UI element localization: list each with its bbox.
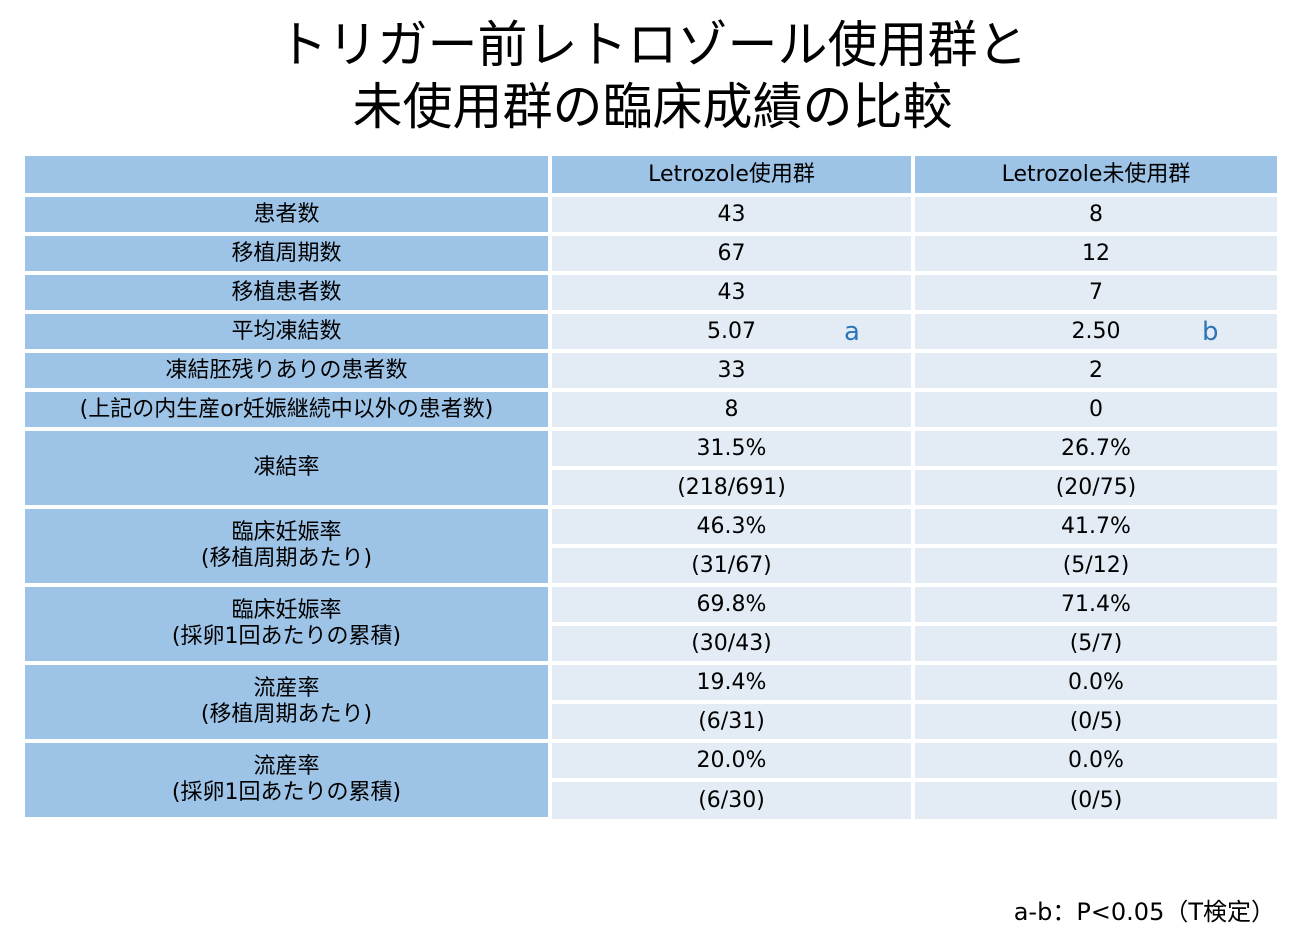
rate-group-a: 69.8% [550,585,915,626]
table-row: (30/43) (5/7) [25,624,1277,665]
row-label: 臨床妊娠率 (移植周期あたり) [25,507,552,587]
table-row: (6/31) (0/5) [25,702,1277,743]
value-group-a: 43 [550,195,915,236]
value-group-b-cell: 2.50 b [913,312,1277,353]
table-header-row: Letrozole使用群 Letrozole未使用群 [25,156,1277,197]
table-row: 流産率 (移植周期あたり) 19.4% 0.0% [25,663,1277,743]
fraction-group-a: (6/30) [550,780,915,819]
value-group-a: 5.07 [707,318,756,344]
slide-title-line2: 未使用群の臨床成績の比較 [352,78,953,136]
rate-group-a: 31.5% [550,429,915,470]
row-label: 移植周期数 [25,234,552,275]
value-group-b: 2.50 [1071,318,1121,344]
table-row: 凍結率 31.5% 26.7% [25,429,1277,509]
row-label-line1: 臨床妊娠率 [231,520,342,545]
results-table: Letrozole使用群 Letrozole未使用群 患者数 43 8 移植周期… [25,156,1277,821]
value-group-a: 67 [550,234,915,275]
row-label: 平均凍結数 [25,312,552,353]
fraction-group-b: (20/75) [913,468,1277,509]
fraction-group-a: (6/31) [550,702,915,743]
rate-group-a: 20.0% [550,741,915,782]
rate-group-b: 26.7% [913,429,1277,470]
rate-group-b: 0.0% [913,741,1277,782]
row-label-line1: 流産率 [253,676,320,701]
row-label-line2: (採卵1回あたりの累積) [171,780,402,805]
table-row: 流産率 (採卵1回あたりの累積) 20.0% 0.0% [25,741,1277,821]
table-row: (218/691) (20/75) [25,468,1277,509]
header-group-b: Letrozole未使用群 [913,156,1277,197]
fraction-group-a: (218/691) [550,468,915,509]
table-row: (6/30) (0/5) [25,780,1277,819]
value-group-a-cell: 5.07 a [550,312,915,353]
row-label-line1: 流産率 [253,754,320,779]
table-row: 移植周期数 67 12 [25,234,1277,275]
row-label: (上記の内生産or妊娠継続中以外の患者数) [25,390,552,431]
value-group-b: 7 [913,273,1277,314]
row-label: 流産率 (移植周期あたり) [25,663,552,743]
fraction-group-a: (30/43) [550,624,915,665]
table-row: 移植患者数 43 7 [25,273,1277,314]
table-row: 臨床妊娠率 (採卵1回あたりの累積) 69.8% 71.4% [25,585,1277,665]
slide-title-line1: トリガー前レトロゾール使用群と [277,16,1028,74]
value-group-b: 0 [913,390,1277,431]
header-label-cell [25,156,552,197]
fraction-group-b: (5/7) [913,624,1277,665]
rate-group-a: 46.3% [550,507,915,548]
table-row: (上記の内生産or妊娠継続中以外の患者数) 8 0 [25,390,1277,431]
fraction-group-a: (31/67) [550,546,915,587]
row-label-line2: (移植周期あたり) [200,546,373,571]
row-label: 凍結率 [25,429,552,509]
rate-group-a: 19.4% [550,663,915,704]
fraction-group-b: (0/5) [913,780,1277,819]
value-group-b: 8 [913,195,1277,236]
row-label-line1: 臨床妊娠率 [231,598,342,623]
value-group-b: 2 [913,351,1277,392]
table-row: 患者数 43 8 [25,195,1277,236]
value-group-a: 33 [550,351,915,392]
value-group-a: 43 [550,273,915,314]
rate-group-b: 41.7% [913,507,1277,548]
table-row: 臨床妊娠率 (移植周期あたり) 46.3% 41.7% [25,507,1277,587]
row-label: 流産率 (採卵1回あたりの累積) [25,741,552,821]
fraction-group-b: (5/12) [913,546,1277,587]
table-row: 平均凍結数 5.07 a 2.50 b [25,312,1277,353]
row-label-line2: (採卵1回あたりの累積) [171,624,402,649]
rate-group-b: 71.4% [913,585,1277,626]
value-group-a: 8 [550,390,915,431]
fraction-group-b: (0/5) [913,702,1277,743]
row-label: 臨床妊娠率 (採卵1回あたりの累積) [25,585,552,665]
significance-mark-a: a [844,316,860,347]
significance-mark-b: b [1202,316,1219,347]
table-row: 凍結胚残りありの患者数 33 2 [25,351,1277,392]
slide-title: トリガー前レトロゾール使用群と 未使用群の臨床成績の比較 [0,14,1305,138]
rate-group-b: 0.0% [913,663,1277,704]
row-label: 移植患者数 [25,273,552,314]
row-label-line1: 凍結率 [253,455,320,480]
table-row: (31/67) (5/12) [25,546,1277,587]
row-label: 凍結胚残りありの患者数 [25,351,552,392]
row-label: 患者数 [25,195,552,236]
significance-footnote: a-b：P<0.05（T検定） [1013,898,1275,926]
row-label-line2: (移植周期あたり) [200,702,373,727]
header-group-a: Letrozole使用群 [550,156,915,197]
value-group-b: 12 [913,234,1277,275]
